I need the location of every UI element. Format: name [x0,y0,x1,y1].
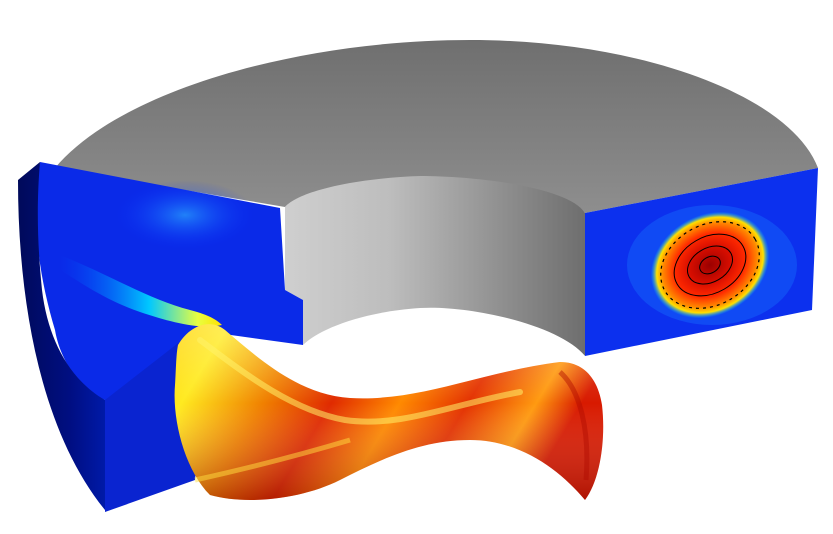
left-cut-face [35,162,303,510]
inner-bore-opening [303,310,585,370]
twisted-flow-tube [174,324,604,500]
left-field-glow [115,180,255,250]
outer-curved-wall [18,162,105,510]
plume-streak [60,255,222,327]
hotspot-contour-icon [650,211,770,319]
annulus-top-face [55,40,818,213]
inner-cylinder-wall [285,176,585,356]
